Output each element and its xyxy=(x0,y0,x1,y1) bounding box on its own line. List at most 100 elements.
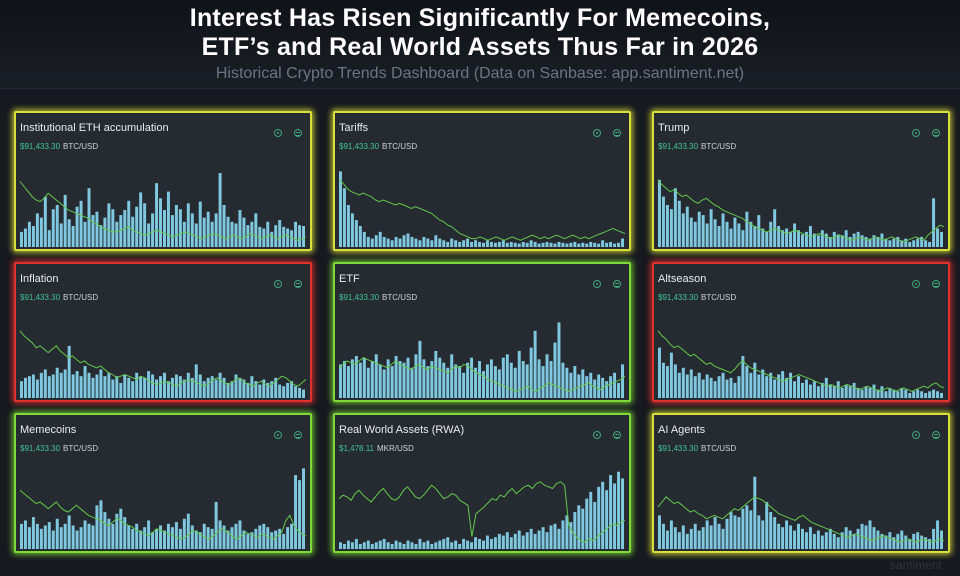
volume-bar xyxy=(166,191,170,247)
chart-plot xyxy=(19,173,307,247)
menu-icon[interactable] xyxy=(294,129,302,137)
live-icon[interactable] xyxy=(274,129,282,137)
page-title: Interest Has Risen Significantly For Mem… xyxy=(0,4,960,62)
volume-bar xyxy=(900,387,904,398)
volume-bar xyxy=(222,525,226,549)
volume-bar xyxy=(339,364,342,398)
volume-bar xyxy=(844,384,848,398)
volume-bar xyxy=(83,221,87,247)
live-icon[interactable] xyxy=(593,280,601,288)
volume-bar xyxy=(517,243,521,247)
volume-bar xyxy=(501,535,505,549)
menu-icon[interactable] xyxy=(613,129,621,137)
volume-bar xyxy=(47,522,51,549)
volume-bar xyxy=(254,528,258,549)
volume-bar xyxy=(864,236,868,247)
volume-bar xyxy=(250,532,254,549)
chart-panel[interactable]: AI Agents $91,433.30 BTC/USD xyxy=(652,413,950,553)
volume-bar xyxy=(669,520,673,549)
volume-bar xyxy=(151,213,155,247)
volume-bar xyxy=(609,241,613,247)
live-icon[interactable] xyxy=(912,280,920,288)
volume-bar xyxy=(27,221,31,247)
live-icon[interactable] xyxy=(912,431,920,439)
volume-bar xyxy=(386,542,390,549)
volume-bar xyxy=(804,379,808,398)
volume-bar xyxy=(681,367,685,398)
chart-panel[interactable]: Trump $91,433.30 BTC/USD xyxy=(652,111,950,251)
volume-bar xyxy=(848,236,852,247)
menu-icon[interactable] xyxy=(294,431,302,439)
volume-bar xyxy=(478,361,481,398)
volume-bar xyxy=(537,359,541,398)
price-value: $91,433.30 xyxy=(20,444,61,453)
volume-bar xyxy=(525,242,529,247)
chart-panel[interactable]: Altseason $91,433.30 BTC/USD xyxy=(652,262,950,402)
volume-bar xyxy=(374,542,378,549)
volume-bar xyxy=(725,379,729,398)
chart-panel[interactable]: Tariffs $91,433.30 BTC/USD xyxy=(333,111,631,251)
volume-bar xyxy=(673,527,677,549)
menu-icon[interactable] xyxy=(932,280,940,288)
volume-bar xyxy=(354,356,358,398)
volume-bar xyxy=(880,386,884,398)
volume-bar xyxy=(35,523,39,549)
menu-icon[interactable] xyxy=(932,431,940,439)
chart-panel[interactable]: Real World Assets (RWA) $1,478.11 MKR/USD xyxy=(333,413,631,553)
volume-bar xyxy=(517,350,521,398)
volume-bar xyxy=(20,381,23,398)
volume-bar xyxy=(83,366,87,398)
live-icon[interactable] xyxy=(274,431,282,439)
volume-bar xyxy=(458,241,462,247)
volume-bar xyxy=(103,376,107,398)
volume-bar xyxy=(374,354,378,398)
volume-bar xyxy=(529,528,533,549)
volume-bar xyxy=(541,527,545,549)
volume-bar xyxy=(274,530,278,549)
chart-panel[interactable]: ETF $91,433.30 BTC/USD xyxy=(333,262,631,402)
volume-bar xyxy=(426,366,430,398)
volume-bar xyxy=(186,513,190,549)
volume-bar xyxy=(613,483,617,549)
volume-bar xyxy=(884,535,888,549)
price-line xyxy=(19,330,307,387)
chart-panel[interactable]: Institutional ETH accumulation $91,433.30… xyxy=(14,111,312,251)
volume-bar xyxy=(816,530,820,549)
menu-icon[interactable] xyxy=(294,280,302,288)
volume-bar xyxy=(406,540,410,549)
menu-icon[interactable] xyxy=(932,129,940,137)
live-icon[interactable] xyxy=(593,129,601,137)
volume-bar xyxy=(872,527,876,549)
volume-bar xyxy=(282,226,286,247)
volume-bar xyxy=(868,520,872,549)
volume-bar xyxy=(781,230,785,247)
volume-bar xyxy=(928,241,932,247)
panel-toolbar xyxy=(262,124,302,142)
live-icon[interactable] xyxy=(274,280,282,288)
volume-bar xyxy=(836,234,840,247)
volume-bar xyxy=(194,364,198,398)
volume-bar xyxy=(190,525,194,549)
volume-bar xyxy=(139,192,143,247)
volume-bar xyxy=(51,530,55,549)
price-readout: $91,433.30 BTC/USD xyxy=(20,444,98,453)
volume-bar xyxy=(513,242,517,247)
chart-panel[interactable]: Memecoins $91,433.30 BTC/USD xyxy=(14,413,312,553)
menu-icon[interactable] xyxy=(613,280,621,288)
volume-bar xyxy=(446,241,450,247)
volume-bar xyxy=(892,537,896,549)
volume-bar xyxy=(757,515,761,549)
volume-bar xyxy=(693,221,697,247)
volume-bar xyxy=(789,231,793,247)
chart-panel[interactable]: Inflation $91,433.30 BTC/USD xyxy=(14,262,312,402)
volume-bar xyxy=(581,508,585,549)
live-icon[interactable] xyxy=(593,431,601,439)
live-icon[interactable] xyxy=(912,129,920,137)
volume-bar xyxy=(178,376,182,398)
volume-bar xyxy=(366,367,370,398)
menu-icon[interactable] xyxy=(613,431,621,439)
chart-title: Memecoins xyxy=(20,424,77,436)
volume-bar xyxy=(801,528,804,549)
price-pair: BTC/USD xyxy=(63,142,99,151)
volume-bar xyxy=(797,230,800,247)
